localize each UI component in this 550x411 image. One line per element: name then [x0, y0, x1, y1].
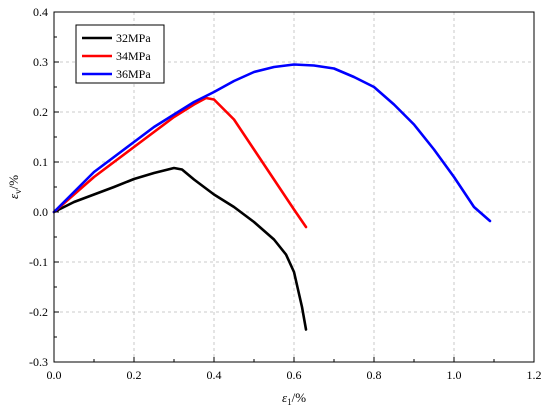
x-tick-label: 0.4 — [207, 368, 222, 382]
y-tick-label: 0.3 — [33, 55, 48, 69]
y-tick-label: 0.2 — [33, 105, 48, 119]
legend-label-34MPa: 34MPa — [116, 49, 151, 63]
series-lines — [52, 63, 492, 331]
axis-ticks: 0.0 0.2 0.4 0.6 0.8 1.0 1.2 -0.3 -0.2 -0.1 0.0 0.1 0… — [29, 5, 542, 382]
y-axis-title: εv/% — [6, 175, 23, 199]
legend-label-36MPa: 36MPa — [116, 67, 151, 81]
x-tick-label: 1.0 — [447, 368, 462, 382]
x-axis-title-text: ε1/% — [282, 390, 306, 407]
x-tick-label: 0.8 — [367, 368, 382, 382]
legend-label-32MPa: 32MPa — [116, 31, 151, 45]
legend-box — [75, 24, 165, 84]
y-axis-subscript: v — [13, 189, 23, 194]
y-tick-label: -0.2 — [29, 305, 48, 319]
y-tick-label: 0.0 — [33, 205, 48, 219]
y-axis-title-text: εv/% — [6, 175, 23, 199]
x-axis-symbol: ε — [282, 390, 288, 405]
x-tick-label: 0.6 — [287, 368, 302, 382]
legend: 32MPa 34MPa 36MPa — [75, 24, 165, 84]
x-tick-label: 0.0 — [47, 368, 62, 382]
x-axis-title: ε1/% — [282, 390, 306, 407]
y-tick-label: 0.4 — [33, 5, 48, 19]
series-line-32MPa — [52, 166, 308, 331]
y-axis-symbol: ε — [6, 193, 21, 199]
x-tick-label: 1.2 — [527, 368, 542, 382]
y-tick-label: -0.1 — [29, 255, 48, 269]
x-axis-unit: /% — [292, 390, 307, 405]
series-line-36MPa — [52, 63, 492, 223]
x-axis-subscript: 1 — [287, 397, 292, 407]
x-tick-label: 0.2 — [127, 368, 142, 382]
y-tick-label: -0.3 — [29, 355, 48, 369]
y-tick-label: 0.1 — [33, 155, 48, 169]
y-axis-unit: /% — [6, 175, 21, 190]
series-line-34MPa — [52, 96, 308, 229]
